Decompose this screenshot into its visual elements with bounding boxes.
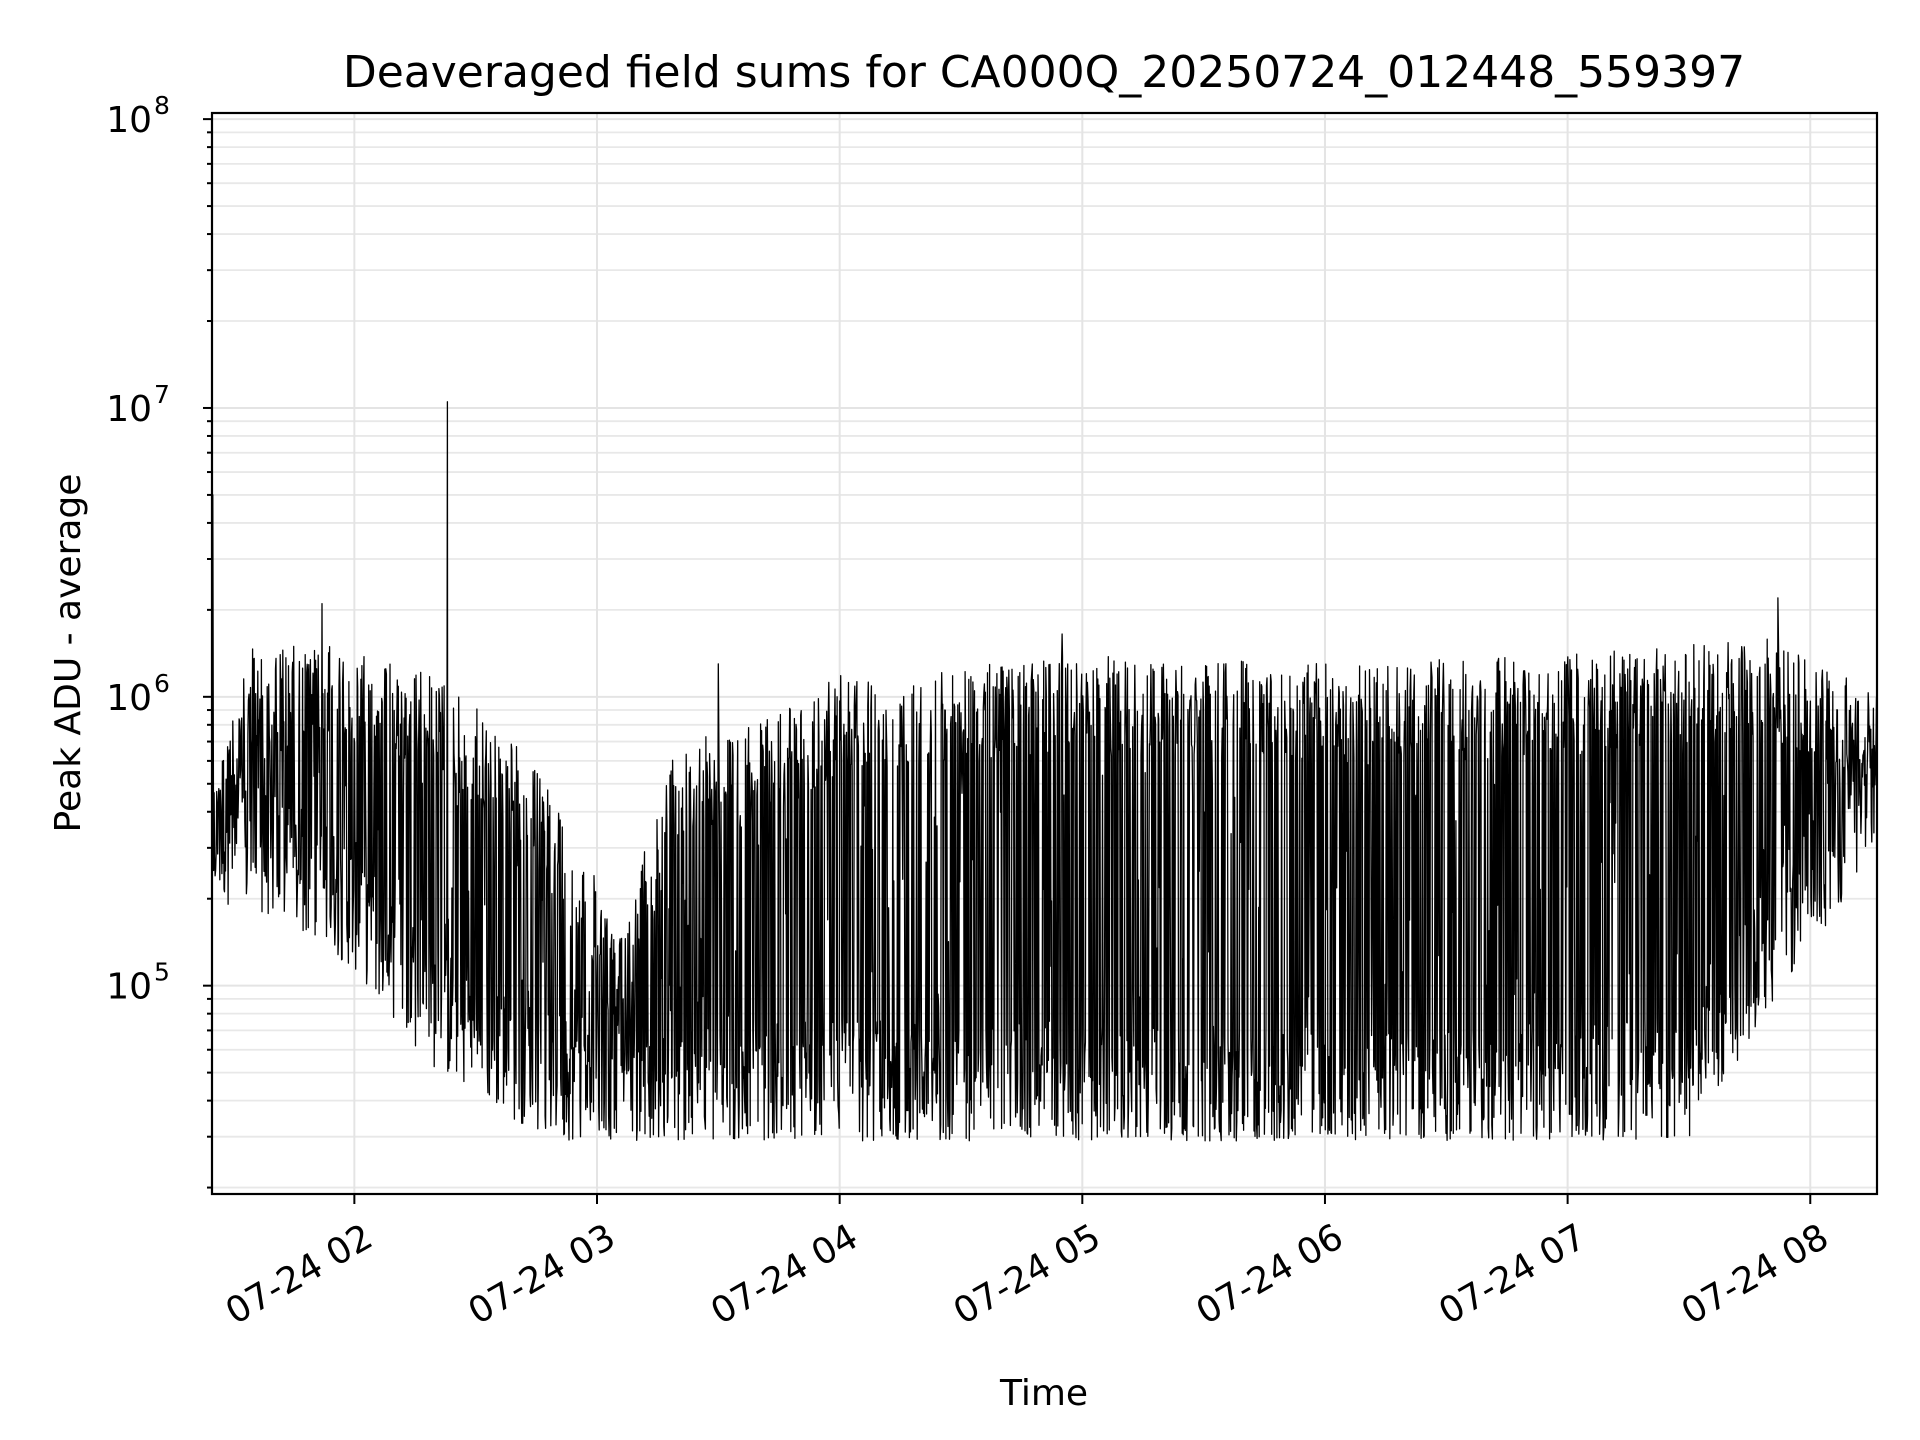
x-axis-label: Time — [999, 1373, 1088, 1414]
y-tick-label: 10 — [106, 389, 152, 430]
y-tick-exponent: 7 — [154, 380, 170, 409]
y-tick-label: 10 — [106, 678, 152, 719]
y-tick-exponent: 5 — [154, 958, 170, 987]
series — [211, 401, 1878, 1142]
series-line — [211, 401, 1878, 1142]
y-tick-label: 10 — [106, 100, 152, 141]
plot-frame — [210, 111, 1879, 1196]
y-tick-exponent: 6 — [154, 669, 170, 698]
chart-title: Deaveraged field sums for CA000Q_2025072… — [343, 47, 1745, 98]
y-tick-exponent: 8 — [154, 91, 170, 120]
y-axis-label: Peak ADU - average — [48, 474, 89, 833]
y-tick-label: 10 — [106, 967, 152, 1008]
